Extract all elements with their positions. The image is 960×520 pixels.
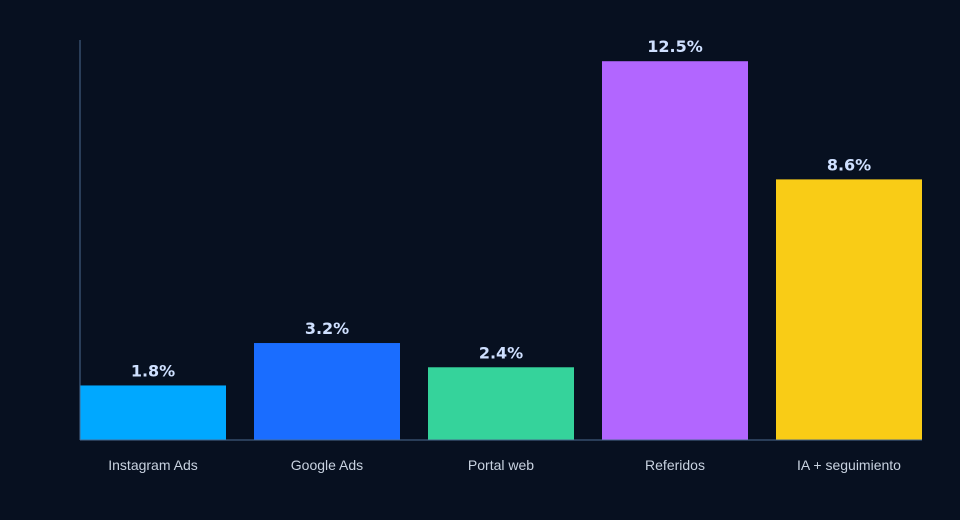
x-tick-label: Instagram Ads xyxy=(108,457,198,473)
data-label: 12.5% xyxy=(647,37,703,56)
bar-portal-web xyxy=(428,367,574,440)
bar-ia-seguimiento xyxy=(776,179,922,441)
x-tick-label: Google Ads xyxy=(291,457,363,473)
x-tick-label: Portal web xyxy=(468,457,534,473)
x-tick-label: Referidos xyxy=(645,457,705,473)
axes-layer xyxy=(79,40,922,441)
data-label: 8.6% xyxy=(827,155,871,174)
labels-layer: 1.8% Instagram Ads 3.2% Google Ads 2.4% Porta… xyxy=(108,37,901,473)
bar-google-ads xyxy=(254,343,400,440)
data-label: 2.4% xyxy=(479,343,523,362)
bar-referidos xyxy=(602,61,748,440)
data-label: 1.8% xyxy=(131,361,175,380)
bar-instagram-ads xyxy=(80,385,226,440)
data-label: 3.2% xyxy=(305,319,349,338)
x-tick-label: IA + seguimiento xyxy=(797,457,901,473)
bars-layer xyxy=(80,61,922,441)
